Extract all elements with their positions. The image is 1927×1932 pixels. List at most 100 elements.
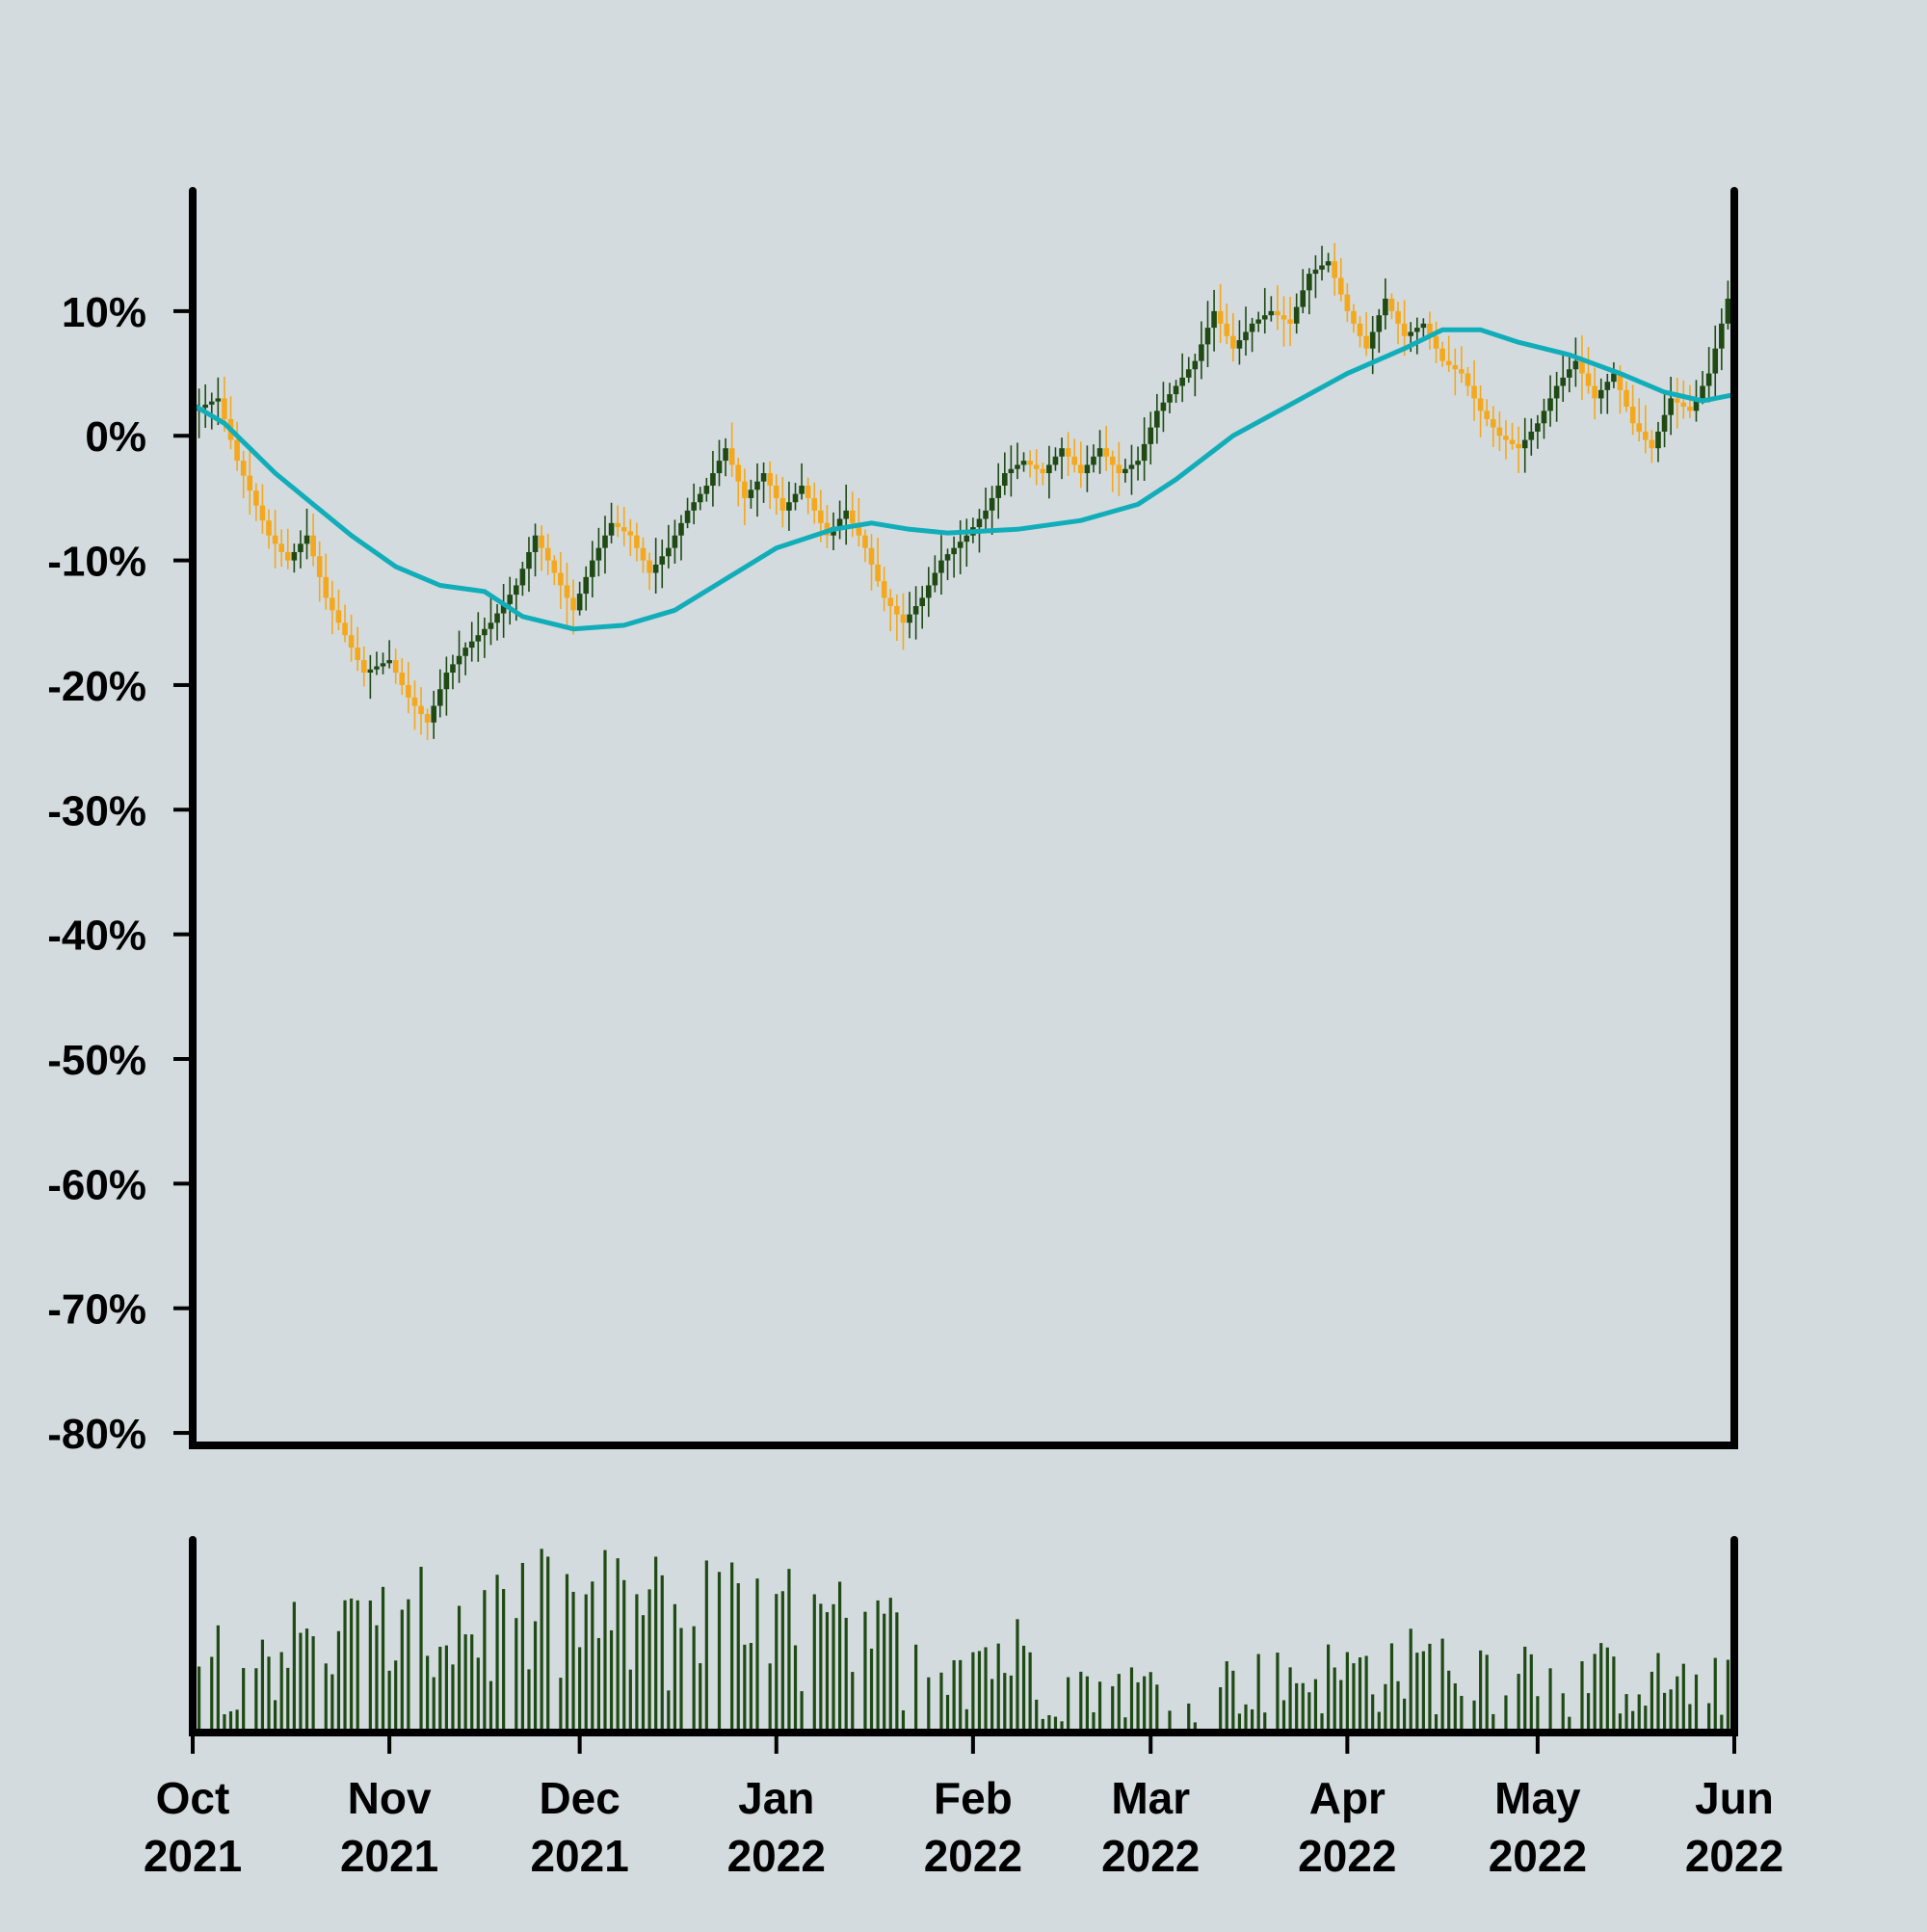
volume-bar [787, 1569, 791, 1733]
candle-body [310, 535, 316, 557]
volume-bar [1586, 1693, 1591, 1733]
candle-body [1293, 306, 1300, 324]
candle-body [1452, 364, 1459, 370]
x-tick-month: Mar [1111, 1773, 1190, 1823]
volume-bar [1225, 1661, 1228, 1733]
candle-body [1033, 464, 1040, 469]
volume-bar [515, 1618, 518, 1733]
candle-body [1471, 385, 1477, 399]
volume-bar [775, 1594, 779, 1733]
candle-body [1204, 328, 1211, 345]
volume-bars [197, 1548, 1730, 1733]
volume-bar [1003, 1673, 1007, 1733]
volume-bar [964, 1708, 968, 1733]
candle-body [1040, 468, 1046, 474]
volume-bar [1097, 1681, 1102, 1733]
volume-bar [387, 1670, 391, 1733]
volume-bar [197, 1666, 201, 1733]
volume-bar [927, 1677, 931, 1733]
candle-body [272, 535, 278, 544]
candle-body [374, 666, 380, 670]
candle-body [253, 490, 259, 506]
volume-bar [800, 1691, 804, 1733]
candle-body [1300, 290, 1307, 307]
volume-bar [1409, 1628, 1412, 1733]
candle-body [348, 635, 355, 648]
volume-bar [1307, 1692, 1311, 1733]
candle-body [544, 547, 551, 561]
candle-body [881, 581, 887, 598]
volume-bar [304, 1628, 309, 1733]
candle-body [1103, 448, 1109, 457]
candle-body [1503, 436, 1509, 440]
volume-bar [660, 1575, 664, 1733]
volume-bar [1669, 1689, 1673, 1733]
candle-body [247, 475, 253, 491]
volume-bar [584, 1594, 588, 1733]
volume-bar [844, 1617, 848, 1733]
volume-bar [1231, 1670, 1235, 1733]
volume-bar [1155, 1684, 1159, 1733]
candle-body [514, 585, 519, 595]
candle-body [773, 485, 779, 498]
candle-body [1388, 298, 1395, 311]
candle-body [456, 655, 462, 665]
candle-body [748, 490, 754, 498]
volume-bar [591, 1581, 594, 1733]
candle-body [1719, 323, 1725, 349]
volume-bar [1327, 1644, 1331, 1733]
candle-body [335, 610, 342, 623]
y-tick-label: -10% [47, 539, 146, 586]
candle-body [500, 603, 507, 614]
volume-bar [895, 1612, 899, 1733]
candle-body [1185, 369, 1192, 378]
volume-bar [216, 1625, 220, 1733]
candle-body [856, 522, 862, 536]
volume-bar [571, 1592, 575, 1733]
candle-body [989, 497, 995, 511]
volume-bar [559, 1678, 563, 1733]
candle-body [1071, 456, 1078, 465]
volume-bar [952, 1659, 956, 1733]
volume-bar [1339, 1680, 1343, 1733]
volume-bar [394, 1660, 398, 1733]
candle-body [1693, 398, 1700, 411]
x-tick-month: Jun [1695, 1773, 1774, 1823]
volume-bar [527, 1669, 531, 1733]
candle-body [1243, 331, 1249, 341]
volume-bar [1053, 1716, 1058, 1733]
candle-body [1579, 360, 1585, 374]
candle-body [304, 535, 310, 544]
candle-body [995, 485, 1002, 498]
x-tick-month: Oct [156, 1773, 230, 1823]
volume-bar [1403, 1698, 1407, 1733]
candle-body [875, 564, 881, 582]
volume-bar [1193, 1722, 1197, 1733]
candle-body [1541, 410, 1547, 424]
volume-bar [635, 1594, 639, 1733]
volume-bar [1364, 1655, 1368, 1733]
candle-body [627, 531, 634, 536]
candle-body [1680, 402, 1687, 408]
candle-body [436, 689, 443, 706]
volume-bar [1295, 1682, 1299, 1733]
candle-body [799, 485, 805, 494]
volume-bar [971, 1652, 975, 1733]
volume-bar [863, 1611, 867, 1733]
candle-body [1325, 261, 1332, 266]
volume-bar [1624, 1694, 1628, 1733]
candle-body [983, 510, 989, 519]
candle-body [1255, 319, 1261, 324]
volume-bar [463, 1634, 467, 1733]
volume-bar [1345, 1652, 1349, 1733]
volume-bar [1612, 1656, 1616, 1733]
candle-body [234, 439, 240, 462]
x-tick-month: Feb [934, 1773, 1013, 1823]
candle-body [1160, 402, 1167, 411]
volume-bar [502, 1589, 506, 1733]
candle-body [1280, 315, 1287, 320]
volume-bar [286, 1667, 290, 1733]
candle-body [862, 535, 868, 548]
volume-bar [546, 1556, 550, 1733]
